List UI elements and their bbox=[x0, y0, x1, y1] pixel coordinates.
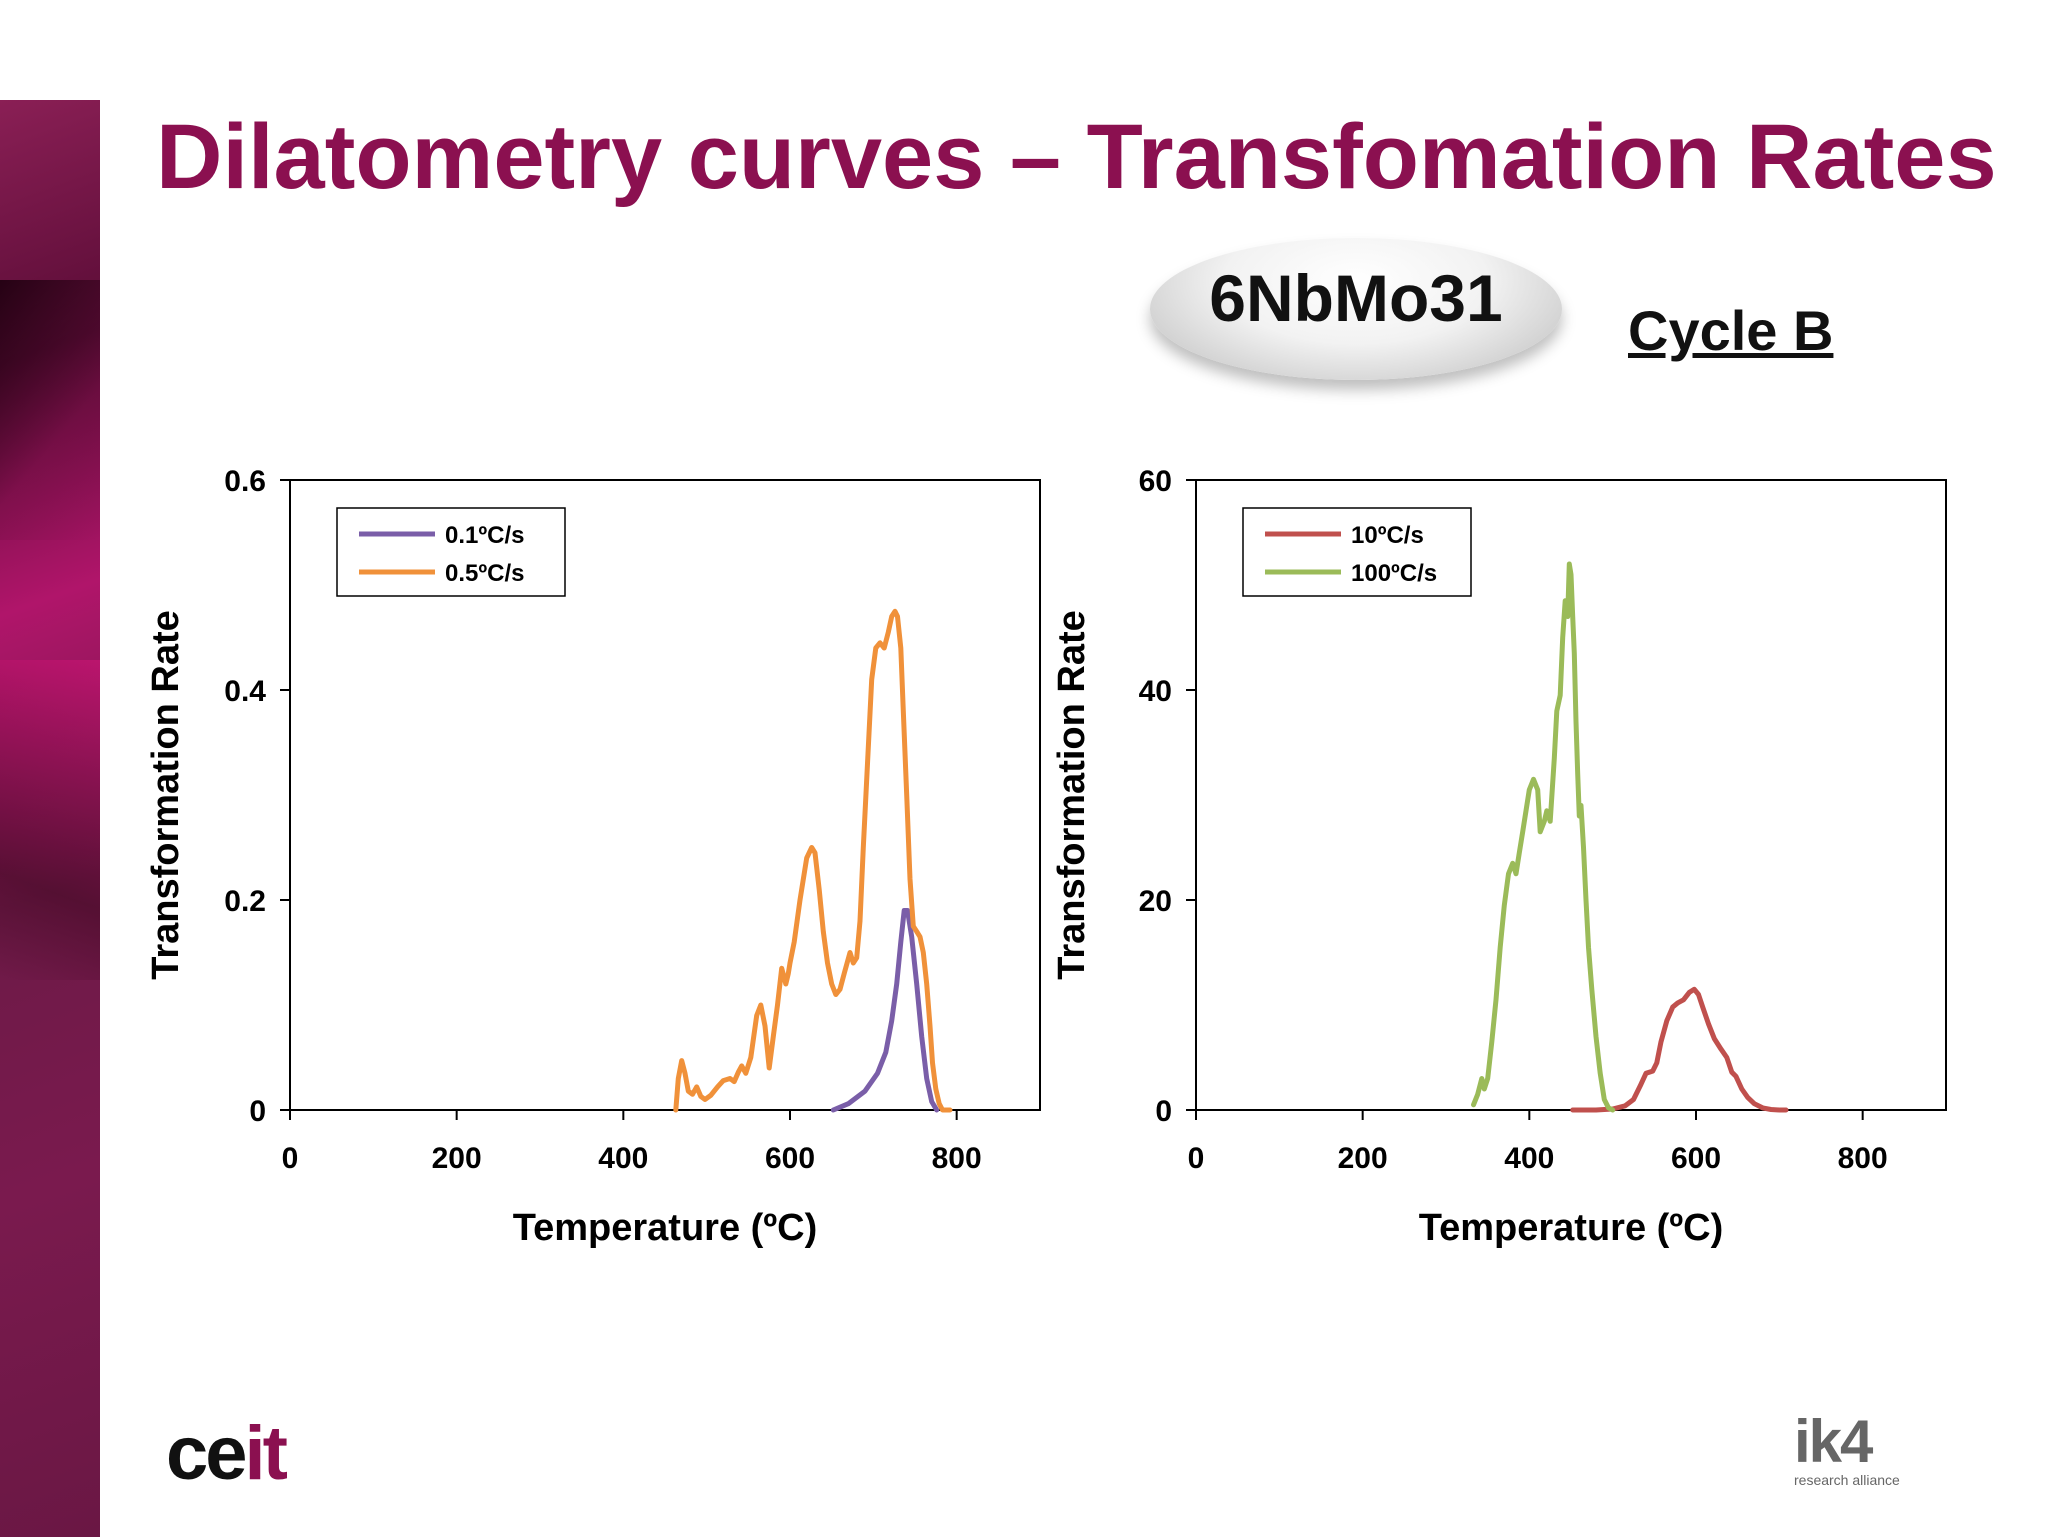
x-tick-label: 600 bbox=[765, 1142, 815, 1175]
series-line bbox=[673, 608, 953, 1113]
legend-entry: 100ºC/s bbox=[1351, 560, 1437, 587]
chart-slow-cooling-rates: 0 200 400 600 800 0 0.2 0.4 0.6 Temperature (ºC) T… bbox=[130, 440, 1090, 1280]
x-tick-label: 0 bbox=[1188, 1142, 1205, 1175]
sample-badge: 6NbMo31 bbox=[1150, 238, 1562, 380]
ik4-logo-main: ik4 bbox=[1794, 1408, 1873, 1475]
chart-fast-cooling-rates: 0 200 400 600 800 0 20 40 60 Temperature (ºC) Tran… bbox=[1036, 440, 1996, 1280]
band-dark-streak bbox=[0, 280, 100, 540]
y-tick-label: 0 bbox=[1155, 1095, 1172, 1128]
x-tick-label: 400 bbox=[1504, 1142, 1554, 1175]
legend-entry: 10ºC/s bbox=[1351, 522, 1424, 549]
sample-label: 6NbMo31 bbox=[1209, 261, 1503, 335]
legend-box bbox=[336, 507, 566, 597]
series-line bbox=[1570, 986, 1789, 1113]
x-axis-label: Temperature (ºC) bbox=[1419, 1207, 1724, 1249]
x-tick-label: 800 bbox=[932, 1142, 982, 1175]
chart-left-svg: 0 200 400 600 800 0 0.2 0.4 0.6 Temperature (ºC) T… bbox=[145, 465, 1041, 1249]
band-pink-streak bbox=[0, 660, 100, 980]
series-line bbox=[1471, 561, 1616, 1113]
legend-entry: 0.5ºC/s bbox=[445, 560, 524, 587]
cycle-label: Cycle B bbox=[1628, 299, 1834, 362]
x-tick-label: 400 bbox=[598, 1142, 648, 1175]
y-axis-label: Transformation Rate bbox=[145, 610, 187, 980]
x-tick-label: 600 bbox=[1671, 1142, 1721, 1175]
decorative-side-band bbox=[0, 100, 100, 1537]
ik4-logo-sub: research alliance bbox=[1794, 1472, 1900, 1488]
x-axis-label: Temperature (ºC) bbox=[513, 1207, 818, 1249]
y-tick-label: 40 bbox=[1139, 675, 1172, 708]
y-tick-label: 0.6 bbox=[224, 465, 266, 498]
legend-entry: 0.1ºC/s bbox=[445, 522, 524, 549]
slide-title: Dilatometry curves – Transfomation Rates bbox=[156, 106, 1997, 208]
plot-area bbox=[289, 479, 1041, 1111]
ik4-logo: ik4 research alliance bbox=[1794, 1408, 1900, 1489]
x-tick-label: 0 bbox=[282, 1142, 299, 1175]
x-tick-label: 800 bbox=[1838, 1142, 1888, 1175]
y-tick-label: 20 bbox=[1139, 885, 1172, 918]
ceit-logo: ceit bbox=[166, 1411, 288, 1496]
series-line bbox=[830, 908, 940, 1113]
y-tick-label: 60 bbox=[1139, 465, 1172, 498]
chart-right-svg: 0 200 400 600 800 0 20 40 60 Temperature (ºC) Tran… bbox=[1051, 465, 1947, 1249]
legend-box bbox=[1242, 507, 1472, 597]
x-tick-label: 200 bbox=[1338, 1142, 1388, 1175]
y-tick-label: 0 bbox=[249, 1095, 266, 1128]
y-axis-label: Transformation Rate bbox=[1051, 610, 1093, 980]
x-tick-label: 200 bbox=[432, 1142, 482, 1175]
y-tick-label: 0.4 bbox=[224, 675, 266, 708]
y-tick-label: 0.2 bbox=[224, 885, 266, 918]
